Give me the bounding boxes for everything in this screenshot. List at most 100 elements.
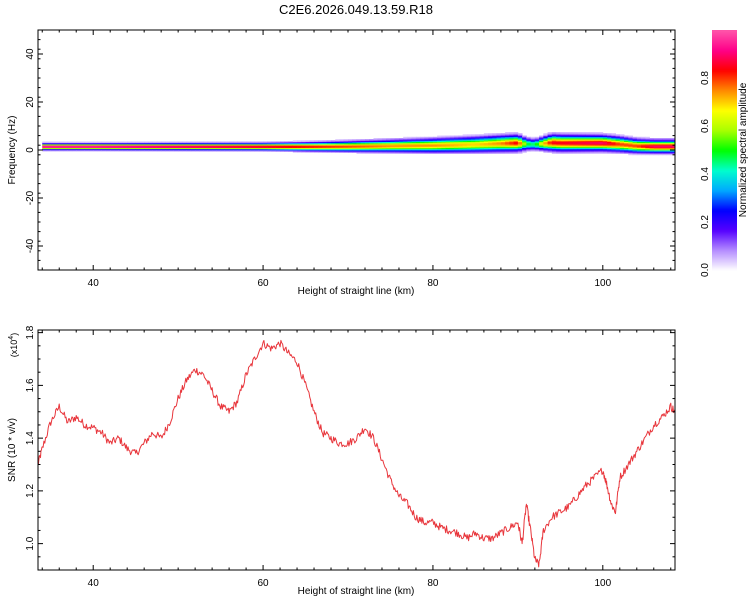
spectrogram-cell: [80, 150, 86, 152]
spectrogram-cell: [229, 150, 234, 152]
spectrogram-cell: [220, 141, 226, 144]
colorbar-step: [712, 252, 737, 255]
spectrogram-cell: [220, 142, 226, 145]
spectrogram-cell: [42, 147, 47, 150]
spectrogram-cell: [581, 132, 587, 134]
spectrogram-cell: [624, 145, 629, 147]
colorbar-step: [712, 206, 737, 209]
spectrogram-cell: [403, 141, 408, 144]
spectrogram-cell: [314, 144, 319, 146]
spectrogram-cell: [135, 148, 141, 151]
spectrogram-cell: [101, 148, 107, 151]
spectrogram-cell: [445, 151, 451, 153]
spectrogram-cell: [233, 141, 238, 144]
spectrogram-cell: [594, 139, 599, 141]
spectrogram-cell: [607, 146, 612, 148]
spectrogram-cell: [237, 150, 243, 152]
spectrogram-cell: [483, 144, 489, 146]
spectrogram-cell: [628, 151, 633, 153]
spectrogram-cell: [632, 148, 638, 151]
spectrogram-cell: [322, 144, 328, 146]
spectrogram-cell: [428, 146, 434, 148]
spectrogram-cell: [267, 148, 272, 151]
snr-y-tick-label: 1.6: [25, 378, 36, 392]
spectrogram-cell: [653, 144, 659, 146]
spectrogram-cell: [411, 146, 417, 148]
spectrogram-cell: [479, 135, 485, 138]
spectrogram-cell: [407, 139, 413, 141]
spectrogram-cell: [297, 141, 302, 144]
colorbar-step: [712, 58, 737, 61]
spectrogram-cell: [246, 148, 251, 151]
spectrogram-cell: [577, 151, 582, 153]
spectrogram-cell: [611, 138, 616, 140]
colorbar-step: [712, 122, 737, 125]
spectrogram-cell: [432, 142, 438, 145]
spectrogram-cell: [80, 146, 86, 148]
spectrogram-cell: [403, 145, 408, 147]
spectrogram-cell: [386, 139, 391, 141]
spectrogram-cell: [619, 152, 625, 154]
spectrogram-cell: [424, 152, 430, 154]
spectrogram-cell: [331, 145, 336, 147]
spectrogram-cell: [224, 142, 230, 145]
spectrogram-cell: [63, 142, 69, 145]
spectrogram-cell: [662, 144, 667, 146]
spectrogram-cell: [581, 136, 587, 139]
spectrogram-cell: [551, 138, 557, 140]
spectrogram-cell: [42, 150, 47, 152]
spectrogram-cell: [407, 138, 413, 140]
spectrogram-cell: [199, 147, 205, 150]
spectrogram-cell: [466, 142, 472, 145]
spectrogram-cell: [615, 147, 621, 150]
spectrogram-cell: [471, 136, 476, 139]
spectrogram-cell: [326, 147, 332, 150]
spectrogram-cell: [522, 145, 527, 147]
colorbar-step: [712, 198, 737, 201]
spectrogram-cell: [632, 146, 638, 148]
colorbar-step: [712, 150, 737, 153]
spectrogram-cell: [207, 148, 213, 151]
spectrogram-cell: [390, 147, 396, 150]
spectrogram-cell: [649, 141, 655, 144]
spectrogram-cell: [564, 136, 570, 139]
spectrogram-cell: [449, 151, 455, 153]
spectrogram-cell: [369, 142, 374, 145]
spectrogram-cell: [543, 133, 548, 135]
spectrogram-cell: [594, 132, 599, 134]
spectrogram-cell: [373, 151, 379, 153]
spectrogram-cell: [670, 141, 675, 144]
spectrogram-cell: [547, 139, 553, 141]
spectrogram-cell: [424, 139, 430, 141]
spectrogram-cell: [381, 148, 387, 151]
spectrogram-cell: [301, 146, 306, 148]
spectrogram-cell: [522, 141, 527, 144]
spectrogram-cell: [203, 146, 209, 148]
spectrogram-cell: [390, 144, 396, 146]
spectrogram-cell: [479, 147, 485, 150]
spectrogram-cell: [356, 146, 362, 148]
spectrogram-cell: [271, 145, 277, 147]
spectrogram-cell: [420, 148, 425, 151]
spectrogram-cell: [568, 140, 574, 142]
spectrogram-cell: [229, 146, 234, 148]
colorbar-tick-label: 0.0: [700, 263, 711, 277]
spectrogram-cell: [551, 134, 557, 136]
spectrogram-cell: [161, 142, 166, 145]
spectrogram-cell: [432, 145, 438, 147]
spectrogram-cell: [530, 148, 536, 151]
spectrogram-cell: [492, 146, 498, 148]
spectrogram-cell: [390, 138, 396, 140]
spectrogram-cell: [628, 153, 633, 156]
spectrogram-cell: [573, 132, 578, 134]
spectrogram-cell: [224, 150, 230, 152]
spectrogram-cell: [649, 148, 655, 151]
spectrogram-cell: [598, 144, 604, 146]
spectrogram-cell: [632, 150, 638, 152]
spectrogram-cell: [271, 144, 277, 146]
spectrogram-cell: [560, 144, 565, 146]
spectrogram-cell: [309, 147, 315, 150]
spectrogram-cell: [462, 151, 468, 153]
spectrogram-cell: [602, 141, 608, 144]
spectrogram-cell: [331, 142, 336, 145]
